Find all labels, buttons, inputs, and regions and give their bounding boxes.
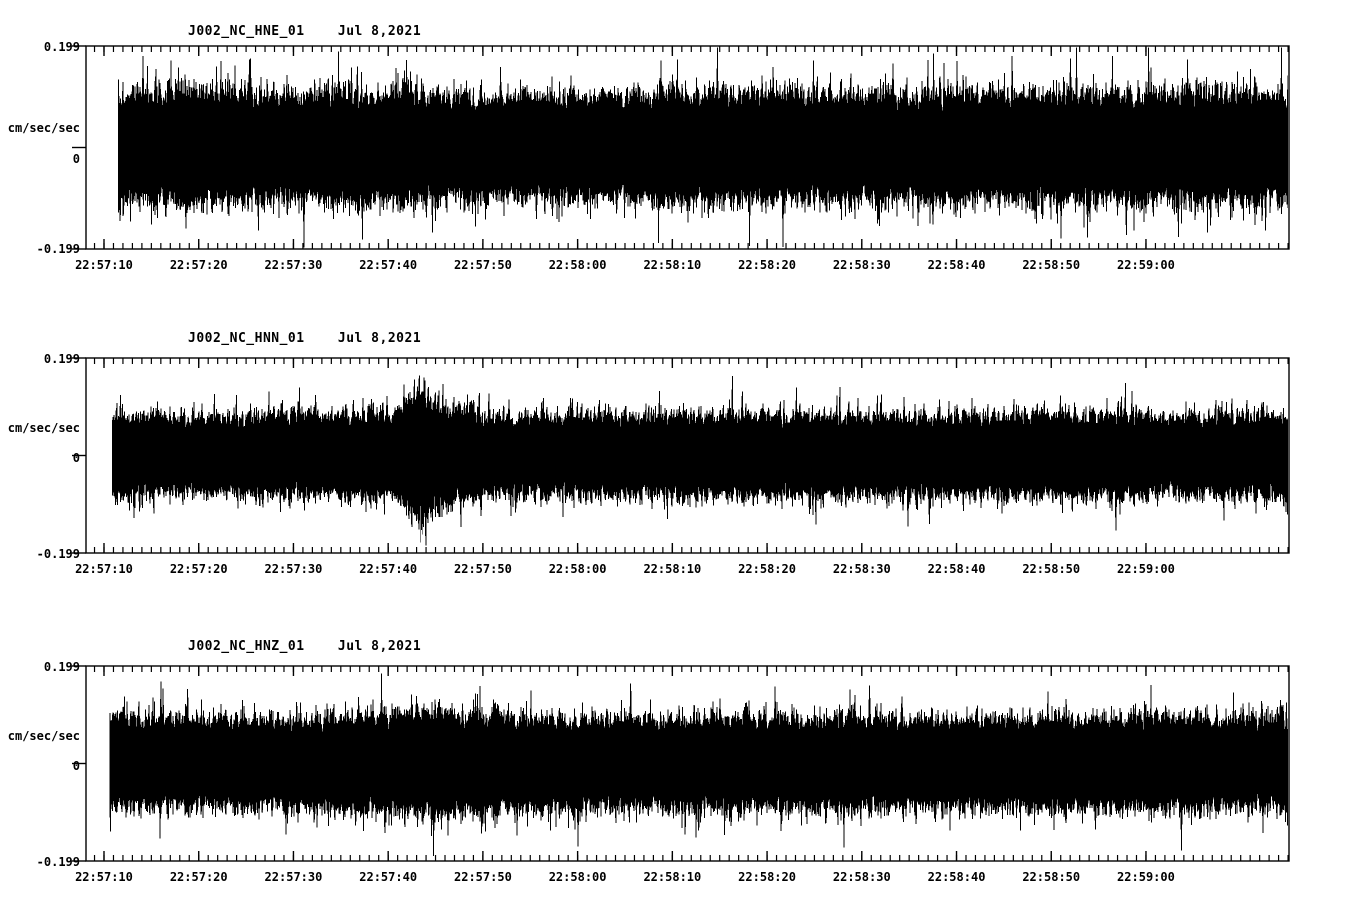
x-tick-label: 22:57:10 — [75, 562, 133, 576]
plot-area-hnz — [72, 665, 1290, 862]
x-tick-label: 22:57:10 — [75, 870, 133, 884]
y-tick-label-hnn-max: 0.199 — [43, 352, 80, 366]
x-tick-label: 22:59:00 — [1117, 870, 1175, 884]
x-tick-label: 22:58:50 — [1022, 562, 1081, 576]
waveform-trace — [109, 673, 1288, 856]
x-tick-label: 22:58:40 — [927, 562, 986, 576]
y-axis-unit-label-hne: cm/sec/sec — [7, 121, 80, 135]
panel-hnn: J002_NC_HNN_01 Jul 8,2021 cm/sec/sec 0.1… — [0, 308, 1358, 608]
x-tick-label: 22:58:10 — [643, 870, 702, 884]
x-tick-label: 22:57:30 — [264, 258, 323, 272]
x-tick-label: 22:58:00 — [548, 870, 607, 884]
x-tick-label: 22:57:20 — [169, 870, 228, 884]
x-tick-label: 22:58:50 — [1022, 870, 1081, 884]
x-tick-label: 22:58:30 — [832, 870, 891, 884]
y-tick-label-hne-min: -0.199 — [36, 242, 80, 256]
x-tick-label: 22:58:30 — [832, 562, 891, 576]
x-tick-label: 22:57:40 — [359, 870, 418, 884]
x-tick-label: 22:58:30 — [832, 258, 891, 272]
y-tick-label-hnz-zero: 0 — [72, 759, 80, 773]
x-tick-label: 22:57:50 — [453, 562, 512, 576]
plot-area-hnn — [72, 357, 1290, 554]
y-axis-unit-label-hnz: cm/sec/sec — [7, 729, 80, 743]
x-tick-label: 22:57:40 — [359, 258, 418, 272]
plot-title-hnn: J002_NC_HNN_01 Jul 8,2021 — [188, 331, 422, 346]
x-tick-label: 22:58:00 — [548, 258, 607, 272]
x-tick-label: 22:58:00 — [548, 562, 607, 576]
x-tick-label: 22:58:10 — [643, 562, 702, 576]
y-tick-label-hnn-zero: 0 — [72, 451, 80, 465]
panel-hne: J002_NC_HNE_01 Jul 8,2021 cm/sec/sec 0.1… — [0, 0, 1358, 300]
x-tick-label: 22:57:10 — [75, 258, 133, 272]
x-tick-label: 22:58:50 — [1022, 258, 1081, 272]
plot-title-hnz: J002_NC_HNZ_01 Jul 8,2021 — [188, 639, 422, 654]
x-tick-label: 22:58:40 — [927, 870, 986, 884]
y-tick-label-hne-zero: 0 — [72, 152, 80, 166]
panel-hnz: J002_NC_HNZ_01 Jul 8,2021 cm/sec/sec 0.1… — [0, 616, 1358, 924]
x-tick-label: 22:58:10 — [643, 258, 702, 272]
x-tick-label: 22:57:50 — [453, 870, 512, 884]
plot-title-hne: J002_NC_HNE_01 Jul 8,2021 — [188, 24, 422, 39]
x-tick-label: 22:58:40 — [927, 258, 986, 272]
y-axis-unit-label-hnn: cm/sec/sec — [7, 421, 80, 435]
y-tick-label-hnz-min: -0.199 — [36, 855, 80, 869]
x-tick-label: 22:57:20 — [169, 258, 228, 272]
x-tick-label: 22:59:00 — [1117, 562, 1175, 576]
x-tick-label: 22:57:30 — [264, 562, 323, 576]
plot-area-hne — [72, 45, 1290, 250]
x-tick-label: 22:58:20 — [738, 870, 796, 884]
waveform-trace — [111, 375, 1288, 546]
x-tick-label: 22:57:50 — [453, 258, 512, 272]
x-tick-label: 22:57:20 — [169, 562, 228, 576]
y-tick-label-hnn-min: -0.199 — [36, 547, 80, 561]
y-tick-label-hne-max: 0.199 — [43, 40, 80, 54]
x-tick-label: 22:58:20 — [738, 562, 796, 576]
x-tick-label: 22:57:30 — [264, 870, 323, 884]
waveform-trace — [118, 47, 1288, 248]
x-tick-label: 22:59:00 — [1117, 258, 1175, 272]
x-tick-label: 22:58:20 — [738, 258, 796, 272]
x-tick-label: 22:57:40 — [359, 562, 418, 576]
y-tick-label-hnz-max: 0.199 — [43, 660, 80, 674]
